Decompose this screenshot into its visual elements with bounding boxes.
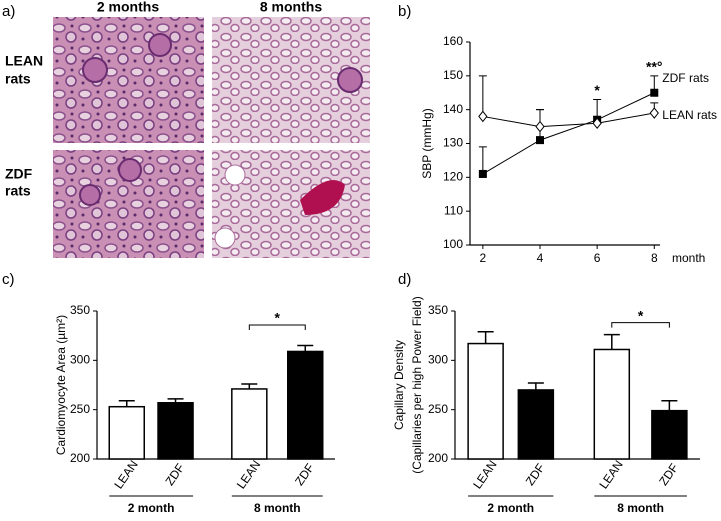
legend-label: ZDF rats — [662, 71, 709, 85]
y-tick-label: 300 — [70, 353, 90, 367]
x-tick-label: LEAN — [470, 458, 499, 492]
bar — [231, 388, 268, 460]
y-tick-label: 150 — [443, 68, 463, 82]
histology-images — [53, 17, 370, 258]
series-line — [482, 92, 655, 175]
y-axis-label: (Capillaries per high Power Field) — [410, 296, 424, 473]
axis — [469, 42, 660, 246]
marker — [536, 136, 544, 145]
legend-label: LEAN rats — [662, 108, 717, 122]
dilated-tubule — [224, 164, 246, 186]
error-bar — [478, 146, 487, 174]
glomerulus — [148, 33, 172, 57]
y-tick-label: 140 — [443, 102, 463, 116]
row-label: rats — [5, 71, 31, 87]
glomerulus — [118, 158, 142, 182]
bar — [157, 402, 194, 460]
x-tick-label: 6 — [594, 251, 601, 265]
error-bar — [603, 333, 620, 350]
y-tick-label: 120 — [443, 170, 463, 184]
significance-bracket — [248, 324, 306, 330]
bar — [517, 389, 555, 460]
row-label: LEAN — [5, 53, 43, 69]
group-label: 2 month — [487, 501, 534, 515]
x-tick-label: LEAN — [234, 458, 263, 492]
y-tick-label: 200 — [428, 451, 448, 465]
bar — [108, 405, 145, 460]
x-tick-label: LEAN — [111, 458, 140, 492]
column-header: 8 months — [260, 0, 322, 15]
x-tick-label: ZDF — [656, 461, 681, 488]
y-tick-label: 300 — [428, 353, 448, 367]
y-tick-label: 200 — [70, 451, 90, 465]
error-bar — [527, 382, 544, 390]
annotation: * — [275, 310, 281, 326]
y-axis-label: SBP (mmHg) — [420, 108, 434, 178]
x-tick-label: 2 — [480, 251, 487, 265]
x-tick-label: ZDF — [292, 461, 317, 488]
y-tick-label: 250 — [428, 402, 448, 416]
bar — [593, 348, 631, 460]
error-bar — [477, 330, 494, 344]
error-bar — [297, 344, 314, 352]
marker — [592, 117, 602, 130]
x-axis-label: month — [672, 251, 705, 265]
bar — [467, 342, 504, 460]
x-tick-label: ZDF — [162, 461, 187, 488]
glomerulus — [79, 184, 101, 206]
group-label: 8 month — [254, 501, 301, 515]
y-axis-label: Cardiomyocyte Area (µm²) — [54, 315, 68, 455]
y-axis-label: Capillary Density — [392, 340, 406, 430]
image — [53, 17, 204, 143]
panel-label: d) — [398, 271, 411, 288]
y-tick-label: 100 — [443, 237, 463, 251]
significance-bracket — [611, 322, 670, 328]
bar — [651, 409, 688, 460]
annotation: * — [594, 82, 600, 98]
row-label: rats — [5, 183, 31, 199]
y-tick-label: 350 — [70, 303, 90, 317]
marker — [478, 110, 488, 123]
y-tick-label: 350 — [428, 303, 448, 317]
marker — [535, 120, 545, 133]
y-tick-label: 130 — [443, 136, 463, 150]
marker — [478, 169, 487, 178]
x-tick-label: ZDF — [523, 461, 548, 488]
y-tick-label: 110 — [444, 203, 463, 217]
annotation: **° — [646, 59, 663, 75]
panel-label: a) — [2, 3, 15, 20]
column-header: 2 months — [97, 0, 159, 15]
glomerulus — [82, 57, 108, 83]
x-tick-label: 4 — [537, 251, 544, 265]
error-bar — [478, 75, 487, 117]
group-label: 2 month — [128, 501, 175, 515]
x-tick-label: LEAN — [596, 458, 625, 492]
group-label: 8 month — [617, 501, 664, 515]
panel-label: b) — [398, 3, 411, 20]
cast — [300, 180, 345, 215]
error-bar — [661, 400, 678, 411]
annotation: * — [638, 307, 644, 323]
panel-label: c) — [2, 271, 15, 288]
error-bar — [118, 400, 135, 407]
x-tick-label: 8 — [651, 251, 658, 265]
glomerulus — [337, 67, 363, 93]
dilated-tubule — [214, 227, 236, 249]
bar — [287, 350, 324, 460]
marker — [650, 88, 659, 97]
marker — [649, 107, 659, 119]
error-bar — [241, 383, 258, 389]
series-line — [482, 112, 655, 128]
y-tick-label: 250 — [70, 402, 90, 416]
row-label: ZDF — [5, 166, 33, 182]
y-tick-label: 160 — [443, 34, 463, 48]
